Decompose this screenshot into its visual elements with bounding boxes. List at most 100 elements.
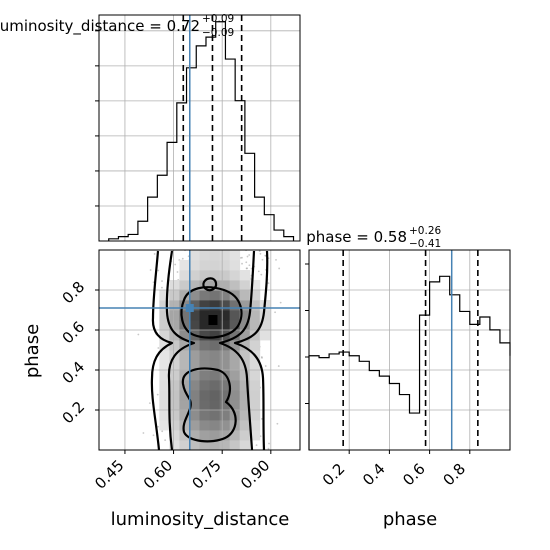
y-tick-label-phase: 0.4 [59, 358, 89, 388]
density-cell [209, 350, 220, 361]
contour-lines [150, 250, 269, 450]
density-cell [199, 420, 210, 431]
density-cell [179, 310, 190, 321]
density-cell [159, 390, 170, 401]
scatter-point [152, 434, 155, 437]
scatter-point [276, 422, 279, 425]
y-tick-label-phase: 0.6 [59, 318, 89, 348]
density-cell [209, 280, 220, 291]
density-cell [179, 290, 190, 301]
density-cell [159, 340, 170, 351]
density-cell [229, 400, 241, 411]
title-sup-phase: +0.26 [409, 225, 441, 237]
density-cell [199, 280, 210, 291]
density-cell [189, 300, 200, 311]
scatter-point [137, 333, 140, 336]
density-cell [229, 350, 241, 361]
density-cell [159, 330, 170, 341]
scatter-point [275, 258, 277, 261]
y-ticks-phase: 0.2 0.4 0.6 0.8 [59, 278, 99, 427]
density-cell [249, 320, 261, 331]
title-main-luminosity-distance: luminosity_distance = 0.72 [0, 17, 200, 36]
density-cell [209, 420, 220, 431]
density-cell [199, 440, 210, 450]
density-cell [239, 290, 251, 301]
x-axis-label-phase: phase [383, 509, 437, 530]
density-cell [219, 280, 231, 291]
gridlines [309, 250, 510, 450]
scatter-point [174, 263, 177, 266]
density-cell [179, 260, 190, 271]
density-cell [169, 380, 180, 391]
density-cell [219, 320, 231, 331]
density-cell [209, 330, 220, 341]
density-cell [209, 300, 220, 311]
density-cell [219, 430, 231, 441]
density-cell [229, 320, 241, 331]
density-cell [169, 300, 180, 311]
density-cell [229, 440, 241, 450]
contour-upper-core [180, 286, 243, 339]
density-cell [249, 400, 261, 411]
scatter-point [277, 365, 280, 367]
density-cell [219, 380, 231, 391]
scatter-point [264, 254, 267, 257]
density-cell [209, 440, 220, 450]
density-cell [239, 270, 251, 281]
density-cell [199, 270, 210, 281]
density-cell [229, 330, 241, 341]
x-tick-label-phase: 0.2 [319, 460, 349, 490]
scatter-point [248, 264, 251, 267]
density-cell [199, 410, 210, 421]
density-cell [169, 440, 180, 450]
density-cell [209, 250, 220, 261]
density-cell [229, 270, 241, 281]
density-cell [189, 280, 200, 291]
density-cell [219, 420, 231, 431]
density-cell [169, 400, 180, 411]
scatter-point [161, 430, 164, 433]
density-cell [249, 360, 261, 371]
density-cell [179, 440, 190, 450]
density-cell [159, 380, 170, 391]
quantile-lines [182, 15, 243, 241]
density-cell [169, 370, 180, 381]
density-cell [239, 410, 251, 421]
density-peak [208, 315, 218, 325]
scatter-point [267, 447, 270, 450]
density-cell [239, 390, 251, 401]
scatter-point [153, 253, 156, 255]
density-cell [159, 300, 170, 311]
density-cell [249, 330, 261, 341]
scatter-point [176, 271, 179, 273]
contour-mid-left [165, 250, 196, 450]
density-cell [179, 400, 190, 411]
scatter-point [245, 261, 248, 264]
x-tick-label-phase: 0.8 [439, 460, 469, 490]
density-cell [249, 300, 261, 311]
density-cell [169, 430, 180, 441]
density-cell [169, 410, 180, 421]
density-cell [209, 290, 220, 301]
density-cell [219, 350, 231, 361]
density-cell [249, 430, 261, 441]
density-cell [179, 390, 190, 401]
panel-hist-luminosity-distance: luminosity_distance = 0.72 +0.09 −0.09 [0, 13, 301, 242]
density-cell [189, 400, 200, 411]
scatter-point [278, 267, 281, 270]
density-cell [189, 360, 200, 371]
density-cell [159, 420, 170, 431]
density-cell [229, 380, 241, 391]
density-cell [239, 310, 251, 321]
density-cell [159, 360, 170, 371]
title-main-phase: phase = 0.58 [306, 228, 407, 246]
density-cell [219, 260, 231, 271]
contour-mid-right [218, 250, 256, 450]
density-cell [239, 280, 251, 291]
density-cell [199, 390, 210, 401]
density-cell [169, 320, 180, 331]
density-cell [209, 400, 220, 411]
density-cell [199, 290, 210, 301]
density-cell [259, 310, 271, 321]
density-cell [179, 410, 190, 421]
